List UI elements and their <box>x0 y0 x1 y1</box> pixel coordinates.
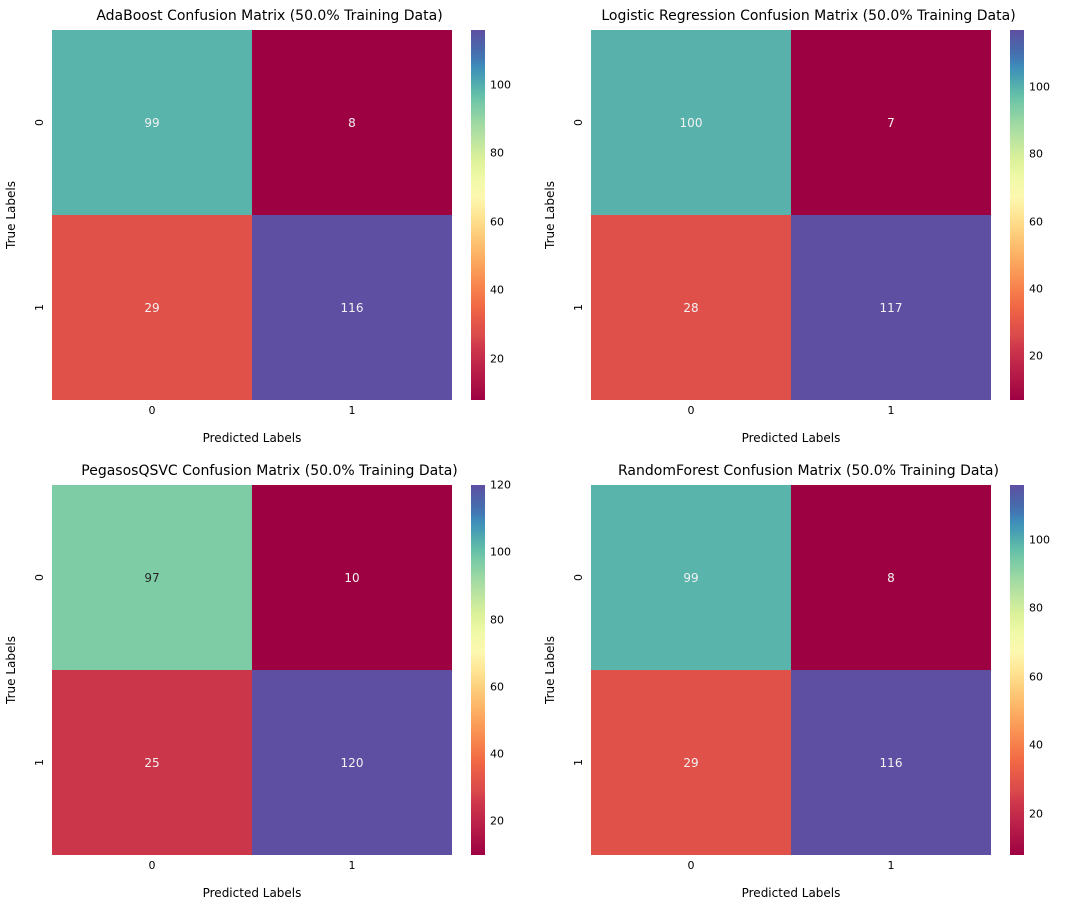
x-axis-label: Predicted Labels <box>591 431 991 445</box>
colorbar-tick: 60 <box>490 680 504 693</box>
colorbar-tick: 100 <box>490 78 511 91</box>
colorbar-tick: 80 <box>1029 148 1043 161</box>
colorbar-tick: 40 <box>1029 739 1043 752</box>
colorbar-ticks: 20 40 60 80 100 <box>490 30 530 400</box>
xtick-0: 0 <box>142 859 162 872</box>
figure-grid: AdaBoost Confusion Matrix (50.0% Trainin… <box>0 0 1078 910</box>
panel-title: AdaBoost Confusion Matrix (50.0% Trainin… <box>0 8 539 24</box>
confusion-matrix: 100728117 <box>591 30 991 400</box>
cell-r0-c0: 99 <box>52 30 252 215</box>
ytick-0: 0 <box>32 116 46 129</box>
y-axis-label: True Labels <box>543 485 557 855</box>
confusion-matrix: 99829116 <box>52 30 452 400</box>
ytick-1: 1 <box>571 756 585 769</box>
ytick-0: 0 <box>32 571 46 584</box>
colorbar <box>471 485 485 855</box>
panel-adaboost: AdaBoost Confusion Matrix (50.0% Trainin… <box>0 0 539 455</box>
colorbar-tick: 60 <box>1029 215 1043 228</box>
colorbar <box>471 30 485 400</box>
panel-title: Logistic Regression Confusion Matrix (50… <box>539 8 1078 24</box>
colorbar-tick: 20 <box>1029 350 1043 363</box>
ytick-0: 0 <box>571 571 585 584</box>
colorbar-tick: 20 <box>1029 807 1043 820</box>
colorbar-ticks: 20 40 60 80 100 <box>1029 30 1069 400</box>
panel-randomforest: RandomForest Confusion Matrix (50.0% Tra… <box>539 455 1078 910</box>
cell-r0-c1: 10 <box>252 485 452 670</box>
cell-r1-c1: 116 <box>252 215 452 400</box>
colorbar-tick: 100 <box>1029 533 1050 546</box>
colorbar-tick: 120 <box>490 479 511 492</box>
colorbar-tick: 60 <box>1029 670 1043 683</box>
xtick-0: 0 <box>142 404 162 417</box>
colorbar-tick: 80 <box>1029 602 1043 615</box>
panel-pegasosqsvc: PegasosQSVC Confusion Matrix (50.0% Trai… <box>0 455 539 910</box>
cell-r1-c1: 120 <box>252 670 452 855</box>
ytick-0: 0 <box>571 116 585 129</box>
cell-r1-c1: 117 <box>791 215 991 400</box>
cell-r1-c1: 116 <box>791 670 991 855</box>
xtick-0: 0 <box>681 404 701 417</box>
colorbar <box>1010 485 1024 855</box>
cell-r1-c0: 28 <box>591 215 791 400</box>
colorbar-ticks: 20406080100120 <box>490 485 530 855</box>
colorbar-ticks: 20 40 60 80 100 <box>1029 485 1069 855</box>
xtick-1: 1 <box>881 404 901 417</box>
cell-r0-c0: 97 <box>52 485 252 670</box>
colorbar-tick: 20 <box>490 352 504 365</box>
colorbar-tick: 80 <box>490 613 504 626</box>
cell-r0-c0: 100 <box>591 30 791 215</box>
cell-r1-c0: 29 <box>591 670 791 855</box>
x-axis-label: Predicted Labels <box>52 886 452 900</box>
xtick-0: 0 <box>681 859 701 872</box>
x-axis-label: Predicted Labels <box>591 886 991 900</box>
confusion-matrix: 99829116 <box>591 485 991 855</box>
cell-r0-c1: 7 <box>791 30 991 215</box>
colorbar-tick: 40 <box>1029 283 1043 296</box>
colorbar-tick: 80 <box>490 147 504 160</box>
cell-r0-c1: 8 <box>791 485 991 670</box>
cell-r1-c0: 25 <box>52 670 252 855</box>
cell-r0-c1: 8 <box>252 30 452 215</box>
colorbar-tick: 100 <box>1029 81 1050 94</box>
ytick-1: 1 <box>32 756 46 769</box>
cell-r1-c0: 29 <box>52 215 252 400</box>
panel-logreg: Logistic Regression Confusion Matrix (50… <box>539 0 1078 455</box>
xtick-1: 1 <box>342 859 362 872</box>
confusion-matrix: 971025120 <box>52 485 452 855</box>
xtick-1: 1 <box>881 859 901 872</box>
colorbar-tick: 20 <box>490 815 504 828</box>
panel-title: PegasosQSVC Confusion Matrix (50.0% Trai… <box>0 463 539 479</box>
x-axis-label: Predicted Labels <box>52 431 452 445</box>
ytick-1: 1 <box>571 301 585 314</box>
y-axis-label: True Labels <box>4 485 18 855</box>
y-axis-label: True Labels <box>4 30 18 400</box>
xtick-1: 1 <box>342 404 362 417</box>
ytick-1: 1 <box>32 301 46 314</box>
colorbar <box>1010 30 1024 400</box>
colorbar-tick: 40 <box>490 284 504 297</box>
panel-title: RandomForest Confusion Matrix (50.0% Tra… <box>539 463 1078 479</box>
colorbar-tick: 40 <box>490 748 504 761</box>
y-axis-label: True Labels <box>543 30 557 400</box>
colorbar-tick: 100 <box>490 546 511 559</box>
colorbar-tick: 60 <box>490 215 504 228</box>
cell-r0-c0: 99 <box>591 485 791 670</box>
